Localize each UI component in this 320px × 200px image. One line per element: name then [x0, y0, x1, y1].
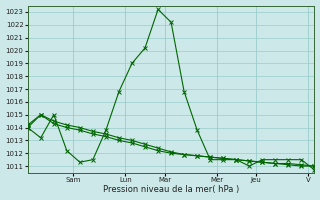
X-axis label: Pression niveau de la mer( hPa ): Pression niveau de la mer( hPa ) — [103, 185, 239, 194]
